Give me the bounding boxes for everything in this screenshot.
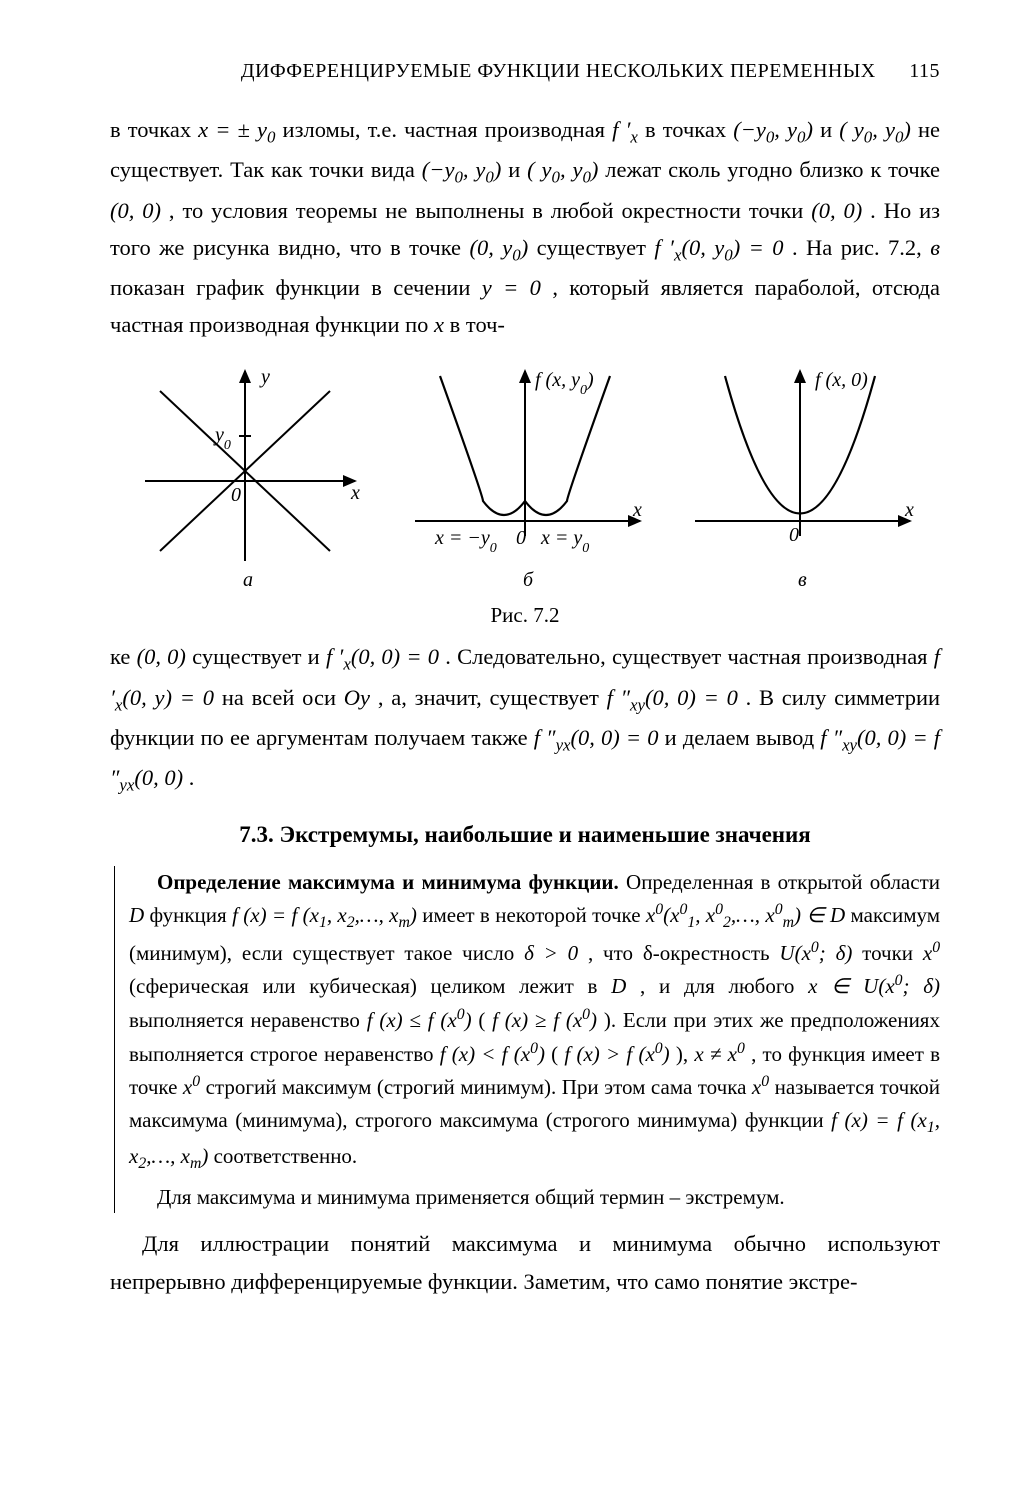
text: лежат сколь угодно близко к точке [605, 157, 940, 182]
text: . Следовательно, существует частная прои… [445, 644, 933, 669]
svg-text:в: в [798, 569, 807, 591]
math: f ′x(0, 0) = 0 [326, 644, 439, 669]
text: , то условия теоремы не выполнены в любо… [169, 198, 811, 223]
math: δ > 0 [524, 941, 578, 965]
definition-extremum-term: Для максимума и минимума применяется общ… [129, 1181, 940, 1214]
svg-text:x = y0: x = y0 [540, 527, 589, 556]
math: (−y0, y0) [733, 117, 813, 142]
svg-text:f (x, 0): f (x, 0) [815, 369, 868, 391]
svg-text:а: а [243, 569, 253, 591]
math: D [611, 974, 626, 998]
text: (сферическая или кубическая) целиком леж… [129, 974, 611, 998]
svg-text:x: x [904, 499, 914, 521]
math: f ′x [612, 117, 638, 142]
text: функция [150, 903, 233, 927]
fig-ref: в [930, 235, 940, 260]
svg-text:x = −y0: x = −y0 [434, 527, 497, 556]
text: соответственно. [214, 1144, 358, 1168]
definition-lead: Определение максимума и минимума функции… [157, 870, 619, 894]
text: на всей оси [222, 685, 344, 710]
closing-paragraph: Для иллюстрации понятий максимума и мини… [110, 1225, 940, 1299]
text: ), [676, 1042, 694, 1066]
svg-text:f (x, y0): f (x, y0) [535, 369, 594, 398]
text: строгий максимум (строгий минимум). При … [206, 1075, 752, 1099]
math: (0, 0) [137, 644, 186, 669]
text: ( [551, 1042, 558, 1066]
svg-text:x: x [350, 482, 360, 504]
math: f (x) > f (x0) [564, 1042, 669, 1066]
running-head: ДИФФЕРЕНЦИРУЕМЫЕ ФУНКЦИИ НЕСКОЛЬКИХ ПЕРЕ… [110, 60, 940, 83]
text: Для иллюстрации понятий максимума и мини… [110, 1225, 940, 1299]
text: существует и [192, 644, 326, 669]
math: x0 [923, 941, 940, 965]
math: (0, 0) [811, 198, 862, 223]
math: x0(x01, x02,…, x0m) ∈ D [646, 903, 845, 927]
math: f ″yx(0, 0) = 0 [534, 725, 659, 750]
text: , и для любого [640, 974, 808, 998]
math: f ″xy(0, 0) = 0 [607, 685, 738, 710]
text: показан график функции в сечении [110, 275, 482, 300]
math: x = ± y0 [198, 117, 275, 142]
text: изломы, т.е. частная производная [283, 117, 613, 142]
svg-text:x: x [632, 499, 642, 521]
text: , что δ-окрестность [588, 941, 779, 965]
figure-7-2: y0 y x 0 а f (x, y0) x x = −y0 0 x = y0 … [110, 361, 940, 628]
body-paragraph-2: ке (0, 0) существует и f ′x(0, 0) = 0 . … [110, 638, 940, 799]
text: и [820, 117, 839, 142]
text: Определенная в открытой области [626, 870, 940, 894]
math: (0, 0) [110, 198, 161, 223]
text: имеет в некоторой точке [422, 903, 646, 927]
text: точки [862, 941, 923, 965]
svg-text:0: 0 [789, 524, 799, 546]
header-title: ДИФФЕРЕНЦИРУЕМЫЕ ФУНКЦИИ НЕСКОЛЬКИХ ПЕРЕ… [241, 60, 876, 82]
text: , а, значит, существует [378, 685, 607, 710]
math: f (x) ≤ f (x0) [367, 1008, 472, 1032]
page-number: 115 [909, 60, 940, 82]
svg-text:б: б [523, 569, 534, 591]
text: . На рис. 7.2, [792, 235, 930, 260]
math: x ∈ U(x0; δ) [808, 974, 940, 998]
svg-text:0: 0 [516, 527, 526, 549]
math: f (x) ≥ f (x0) [492, 1008, 597, 1032]
text: и делаем вывод [665, 725, 821, 750]
math: x ≠ x0 [694, 1042, 745, 1066]
math: D [129, 903, 144, 927]
text: существует [537, 235, 655, 260]
figure-caption: Рис. 7.2 [110, 603, 940, 628]
math: f (x) = f (x1, x2,…, xm) [232, 903, 417, 927]
math: (0, y0) [469, 235, 528, 260]
math: ( y0, y0) [839, 117, 911, 142]
math: U(x0; δ) [779, 941, 852, 965]
svg-text:0: 0 [231, 484, 241, 506]
text: ке [110, 644, 137, 669]
text: . [189, 765, 195, 790]
math: f (x) < f (x0) [440, 1042, 545, 1066]
svg-text:y: y [259, 366, 270, 388]
math: Oy [344, 685, 370, 710]
math: x0 [752, 1075, 769, 1099]
text: и [508, 157, 527, 182]
math: ( y0, y0) [527, 157, 598, 182]
math: y = 0 [482, 275, 541, 300]
text: выполняется неравенство [129, 1008, 367, 1032]
section-heading: 7.3. Экстремумы, наибольшие и наименьшие… [110, 822, 940, 848]
text: в точках [645, 117, 733, 142]
math: (−y0, y0) [422, 157, 502, 182]
definition-block: Определение максимума и минимума функции… [114, 866, 940, 1214]
math: f ′x(0, y0) = 0 [654, 235, 783, 260]
body-paragraph-1: в точках x = ± y0 изломы, т.е. частная п… [110, 111, 940, 343]
figure-svg: y0 y x 0 а f (x, y0) x x = −y0 0 x = y0 … [115, 361, 935, 601]
text: ( [478, 1008, 485, 1032]
text: в точках [110, 117, 198, 142]
math: x0 [183, 1075, 200, 1099]
math: x [434, 312, 444, 337]
text: в точ- [450, 312, 505, 337]
